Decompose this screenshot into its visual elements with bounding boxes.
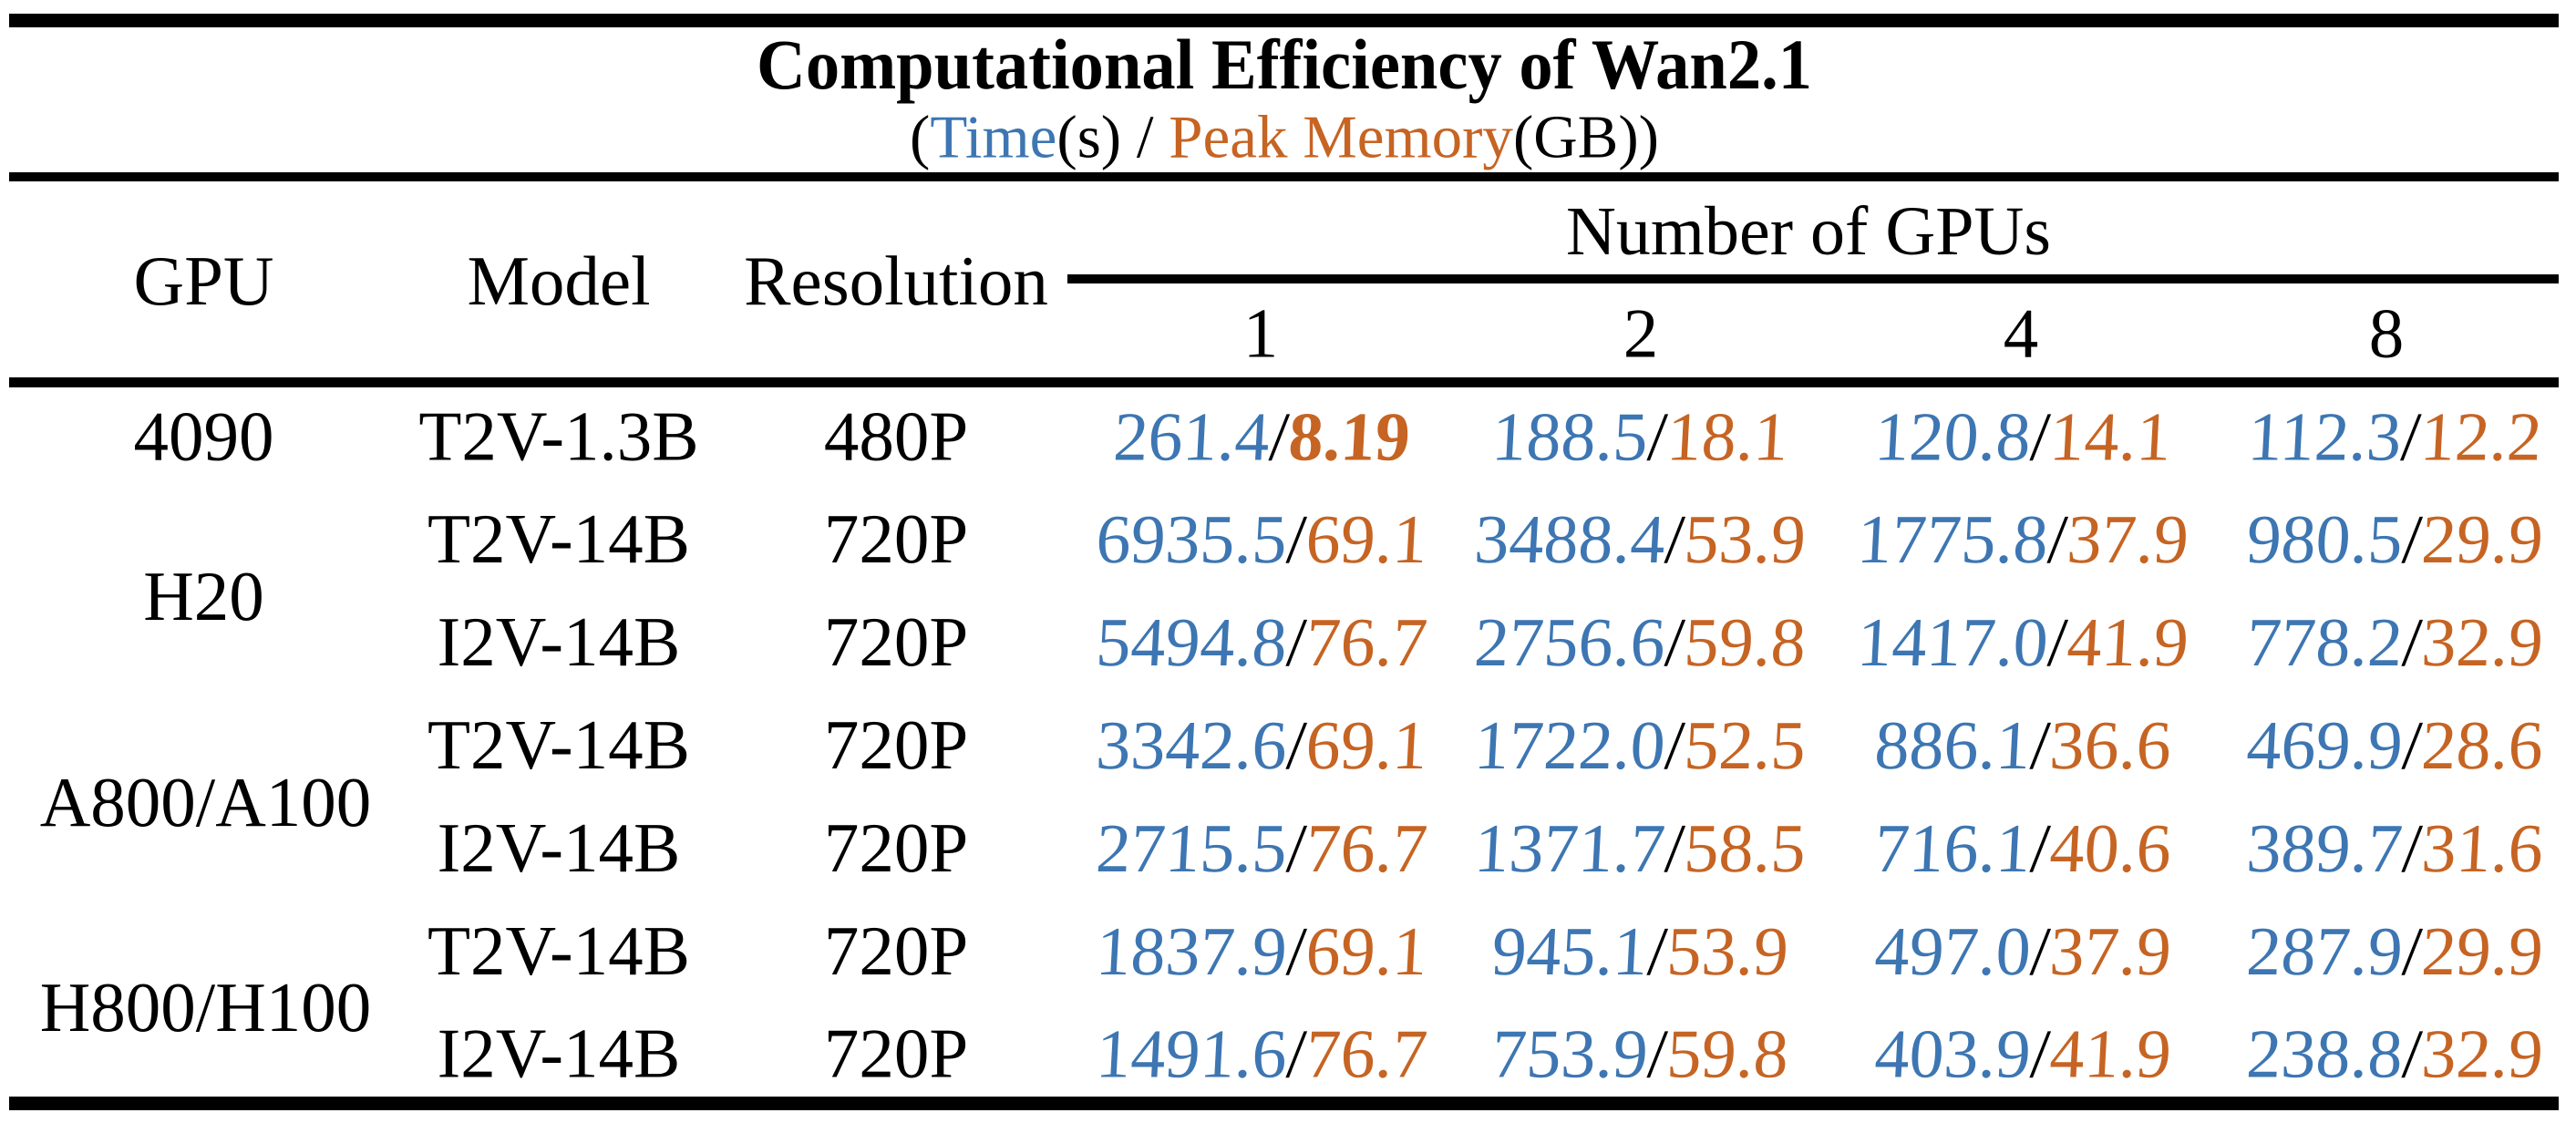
svg-text:120.8/14.1: 120.8/14.1	[1873, 398, 2174, 475]
svg-text:T2V-14B: T2V-14B	[428, 912, 690, 990]
svg-text:6935.5/69.1: 6935.5/69.1	[1095, 501, 1430, 578]
svg-text:(Time(s) / Peak Memory(GB)): (Time(s) / Peak Memory(GB))	[910, 104, 1659, 171]
svg-text:403.9/41.9: 403.9/41.9	[1873, 1016, 2174, 1093]
svg-text:980.5/29.9: 980.5/29.9	[2245, 501, 2546, 578]
svg-text:778.2/32.9: 778.2/32.9	[2245, 604, 2546, 681]
svg-text:T2V-14B: T2V-14B	[428, 500, 690, 578]
svg-text:5494.8/76.7: 5494.8/76.7	[1095, 604, 1430, 681]
svg-text:H20: H20	[143, 557, 264, 635]
svg-text:720P: 720P	[824, 1015, 968, 1093]
svg-text:Computational Efficiency of Wa: Computational Efficiency of Wan2.1	[757, 25, 1812, 104]
svg-text:4: 4	[2004, 294, 2039, 372]
svg-text:716.1/40.6: 716.1/40.6	[1873, 810, 2174, 887]
svg-text:261.4/8.19: 261.4/8.19	[1112, 398, 1413, 475]
svg-text:287.9/29.9: 287.9/29.9	[2245, 913, 2546, 990]
svg-text:A800/A100: A800/A100	[40, 763, 372, 841]
svg-text:T2V-1.3B: T2V-1.3B	[418, 397, 698, 475]
svg-text:I2V-14B: I2V-14B	[438, 1015, 681, 1093]
svg-text:1491.6/76.7: 1491.6/76.7	[1095, 1016, 1430, 1093]
svg-text:720P: 720P	[824, 500, 968, 578]
svg-text:H800/H100: H800/H100	[40, 968, 372, 1046]
svg-text:1: 1	[1243, 294, 1279, 372]
svg-text:2715.5/76.7: 2715.5/76.7	[1095, 810, 1430, 887]
svg-text:238.8/32.9: 238.8/32.9	[2245, 1016, 2546, 1093]
svg-text:Resolution: Resolution	[744, 242, 1048, 320]
svg-text:469.9/28.6: 469.9/28.6	[2245, 707, 2546, 784]
svg-text:886.1/36.6: 886.1/36.6	[1873, 707, 2174, 784]
svg-text:1371.7/58.5: 1371.7/58.5	[1473, 810, 1808, 887]
svg-text:1837.9/69.1: 1837.9/69.1	[1095, 913, 1430, 990]
svg-text:389.7/31.6: 389.7/31.6	[2245, 810, 2546, 887]
svg-text:Number of GPUs: Number of GPUs	[1566, 193, 2051, 270]
svg-text:I2V-14B: I2V-14B	[438, 603, 681, 681]
svg-text:1722.0/52.5: 1722.0/52.5	[1473, 707, 1808, 784]
svg-text:945.1/53.9: 945.1/53.9	[1490, 913, 1791, 990]
svg-text:753.9/59.8: 753.9/59.8	[1490, 1016, 1791, 1093]
svg-text:188.5/18.1: 188.5/18.1	[1490, 398, 1791, 475]
svg-text:720P: 720P	[824, 912, 968, 990]
svg-text:8: 8	[2369, 294, 2405, 372]
svg-text:2756.6/59.8: 2756.6/59.8	[1473, 604, 1808, 681]
svg-text:720P: 720P	[824, 603, 968, 681]
svg-text:2: 2	[1623, 294, 1659, 372]
svg-text:Model: Model	[467, 242, 650, 320]
svg-text:720P: 720P	[824, 706, 968, 784]
svg-text:I2V-14B: I2V-14B	[438, 809, 681, 887]
svg-text:480P: 480P	[824, 397, 968, 475]
svg-text:1775.8/37.9: 1775.8/37.9	[1856, 501, 2191, 578]
svg-text:720P: 720P	[824, 809, 968, 887]
svg-text:GPU: GPU	[133, 242, 273, 320]
svg-text:497.0/37.9: 497.0/37.9	[1873, 913, 2174, 990]
svg-text:4090: 4090	[134, 397, 274, 475]
svg-text:1417.0/41.9: 1417.0/41.9	[1856, 604, 2191, 681]
svg-text:3488.4/53.9: 3488.4/53.9	[1473, 501, 1808, 578]
svg-text:3342.6/69.1: 3342.6/69.1	[1095, 707, 1430, 784]
svg-text:112.3/12.2: 112.3/12.2	[2246, 398, 2544, 475]
svg-text:T2V-14B: T2V-14B	[428, 706, 690, 784]
